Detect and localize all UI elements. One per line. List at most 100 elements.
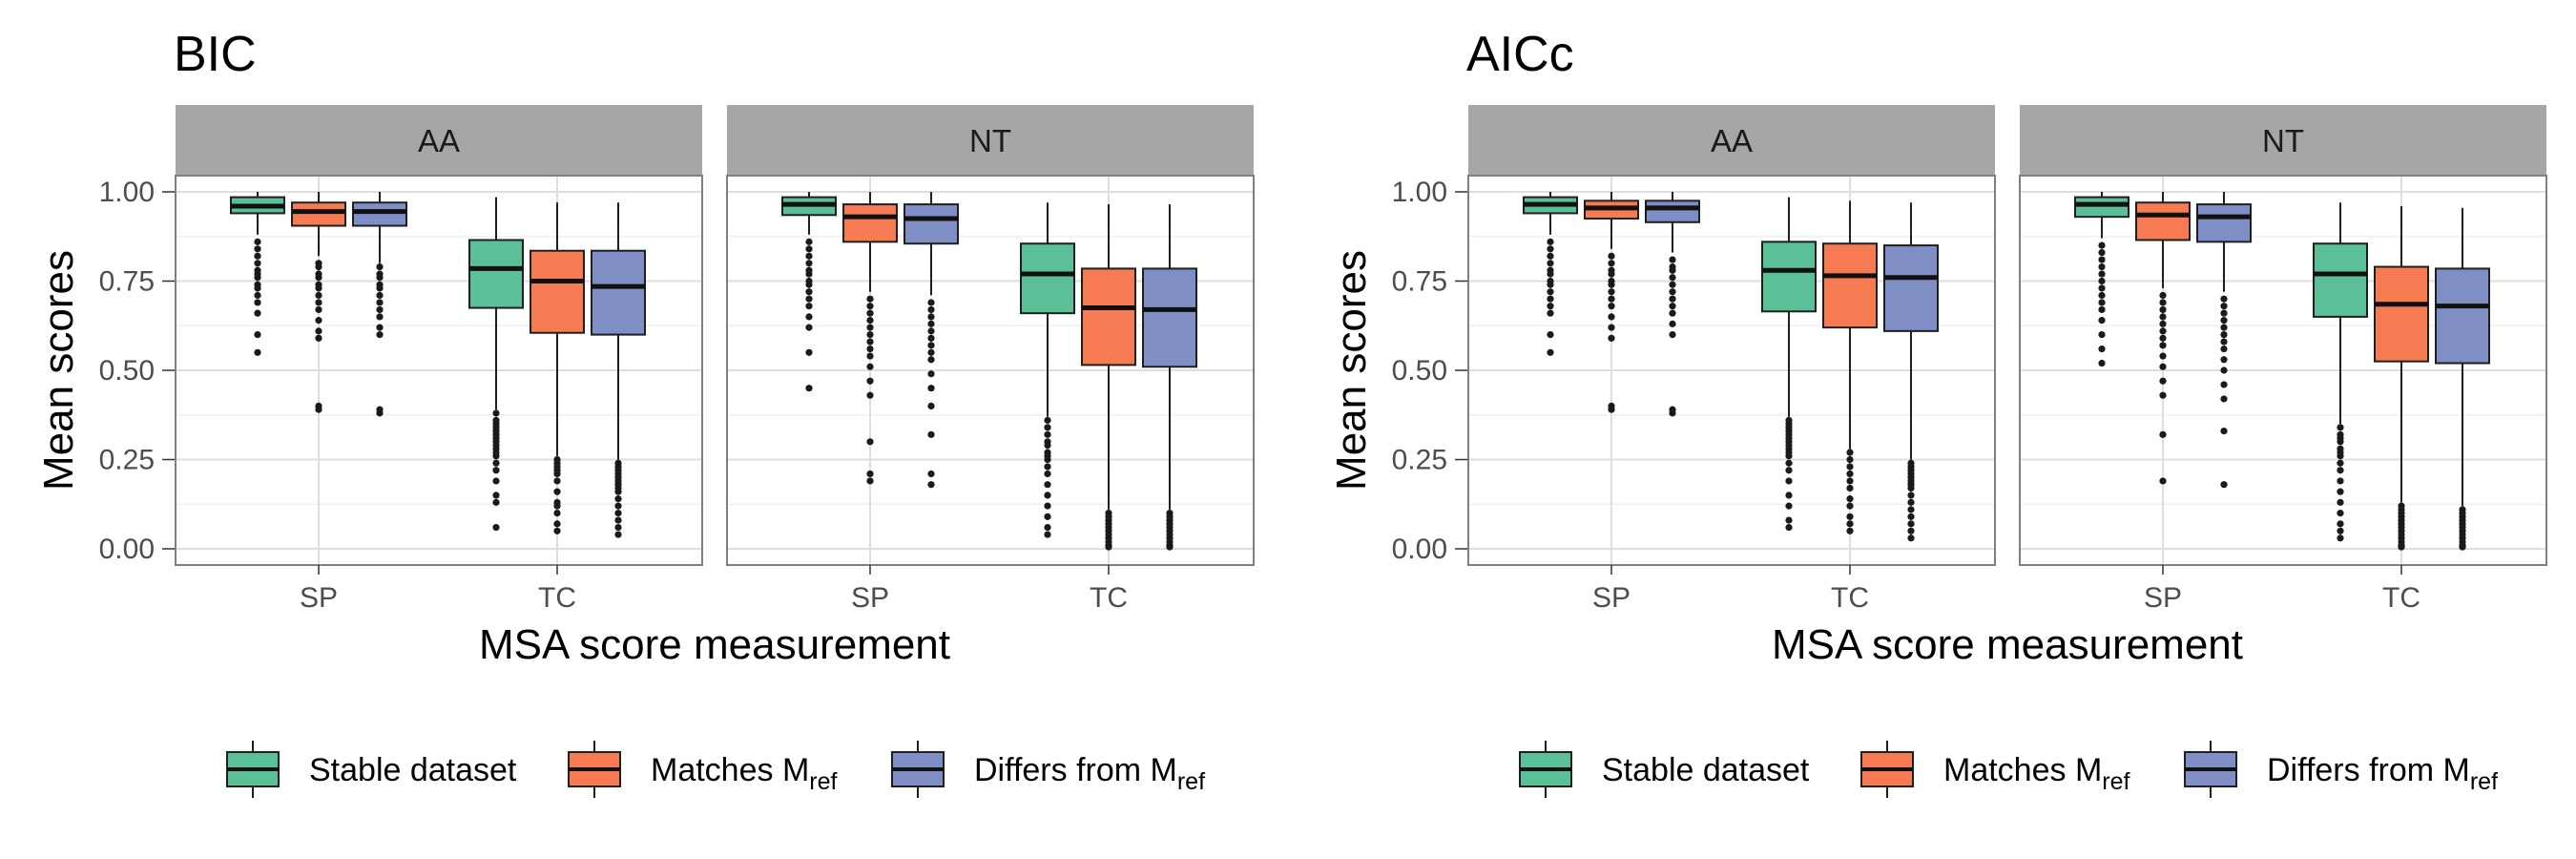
- outlier-point: [1846, 455, 1854, 464]
- legend-item-differs: Differs from Mref: [2184, 741, 2498, 798]
- outlier-point: [2098, 284, 2106, 292]
- outlier-point: [2098, 317, 2106, 325]
- outlier-point: [1785, 492, 1793, 499]
- outlier-point: [2159, 305, 2167, 314]
- outlier-point: [1608, 281, 1615, 288]
- outlier-point: [1785, 523, 1793, 532]
- outlier-point: [805, 260, 813, 267]
- outlier-point: [1669, 288, 1676, 296]
- box-tc-stable: [468, 197, 524, 532]
- outlier-point: [1547, 245, 1554, 253]
- outlier-point: [2337, 477, 2344, 485]
- legend-label-subscript: ref: [809, 768, 837, 795]
- outlier-point: [2220, 317, 2228, 325]
- outlier-point: [2098, 305, 2106, 314]
- outlier-point: [1105, 543, 1112, 551]
- outlier-point: [376, 305, 384, 314]
- outlier-point: [1846, 495, 1854, 503]
- outlier-point: [1907, 506, 1915, 513]
- outlier-point: [254, 274, 261, 282]
- outlier-point: [492, 467, 500, 474]
- outlier-point: [2098, 241, 2106, 249]
- outlier-point: [1547, 270, 1554, 278]
- outlier-point: [1907, 498, 1915, 506]
- outlier-point: [2159, 291, 2167, 300]
- outlier-point: [492, 477, 500, 485]
- outlier-point: [805, 385, 813, 392]
- outlier-point: [1907, 492, 1915, 499]
- outlier-point: [866, 309, 874, 317]
- outlier-point: [2159, 477, 2167, 485]
- x-tick-label: SP: [300, 582, 338, 614]
- outlier-point: [2220, 309, 2228, 317]
- y-tick-label: 0.25: [1392, 445, 1447, 476]
- outlier-point: [1846, 470, 1854, 478]
- outlier-point: [805, 252, 813, 260]
- outlier-point: [805, 281, 813, 288]
- outlier-point: [315, 284, 322, 292]
- outlier-point: [376, 313, 384, 321]
- outlier-point: [2337, 467, 2344, 474]
- outlier-point: [614, 495, 622, 503]
- outlier-point: [2220, 367, 2228, 374]
- outlier-point: [1547, 238, 1554, 245]
- outlier-point: [927, 356, 935, 364]
- outlier-point: [805, 324, 813, 331]
- legend-item-stable: Stable dataset: [226, 741, 517, 798]
- outlier-point: [1846, 520, 1854, 528]
- outlier-point: [1547, 295, 1554, 303]
- chart-bic: BIC Mean scores MSA score measurement 0.00 0…: [35, 27, 1255, 798]
- outlier-point: [927, 385, 935, 392]
- outlier-point: [2337, 438, 2344, 446]
- outlier-point: [376, 324, 384, 331]
- outlier-point: [492, 498, 500, 506]
- outlier-point: [2220, 303, 2228, 310]
- outlier-point: [2159, 320, 2167, 327]
- outlier-point: [254, 260, 261, 267]
- outlier-point: [866, 391, 874, 399]
- outlier-point: [927, 320, 935, 327]
- legend-label: Matches Mref: [1943, 752, 2129, 795]
- y-axis-label: Mean scores: [1328, 250, 1375, 491]
- outlier-point: [614, 523, 622, 532]
- outlier-point: [2220, 295, 2228, 303]
- outlier-point: [1044, 455, 1051, 464]
- box-iqr: [1142, 267, 1197, 368]
- outlier-point: [1669, 274, 1676, 282]
- outlier-point: [254, 284, 261, 292]
- outlier-point: [1608, 303, 1615, 310]
- legend-label-subscript: ref: [1177, 768, 1205, 795]
- facet-panel-aa: AA SP TC: [1467, 105, 1996, 614]
- outlier-point: [1669, 295, 1676, 303]
- outlier-point: [805, 303, 813, 310]
- outlier-point: [254, 291, 261, 300]
- outlier-point: [2098, 331, 2106, 339]
- outlier-point: [2098, 345, 2106, 353]
- outlier-point: [1608, 270, 1615, 278]
- outlier-point: [376, 299, 384, 306]
- outlier-point: [866, 477, 874, 485]
- outlier-point: [2337, 498, 2344, 506]
- outlier-point: [614, 488, 622, 495]
- outlier-point: [376, 262, 384, 271]
- outlier-point: [2220, 324, 2228, 331]
- outlier-point: [553, 488, 561, 495]
- box-iqr: [2374, 265, 2429, 363]
- outlier-point: [492, 409, 500, 417]
- outlier-point: [866, 352, 874, 360]
- legend-label-subscript: ref: [2102, 768, 2129, 795]
- outlier-point: [866, 470, 874, 478]
- outlier-point: [315, 305, 322, 314]
- chart-title: AICc: [1466, 27, 1574, 82]
- x-axis-label: MSA score measurement: [1772, 621, 2243, 668]
- outlier-point: [1669, 309, 1676, 317]
- outlier-point: [866, 331, 874, 339]
- box-sp-matches: [2135, 192, 2191, 485]
- box-iqr: [1822, 242, 1878, 329]
- outlier-point: [927, 327, 935, 335]
- outlier-point: [1547, 303, 1554, 310]
- legend-item-matches: Matches Mref: [568, 741, 837, 798]
- outlier-point: [2098, 359, 2106, 367]
- outlier-point: [1907, 513, 1915, 520]
- legend: Stable dataset Matches Mref Differs from M…: [1519, 741, 2498, 798]
